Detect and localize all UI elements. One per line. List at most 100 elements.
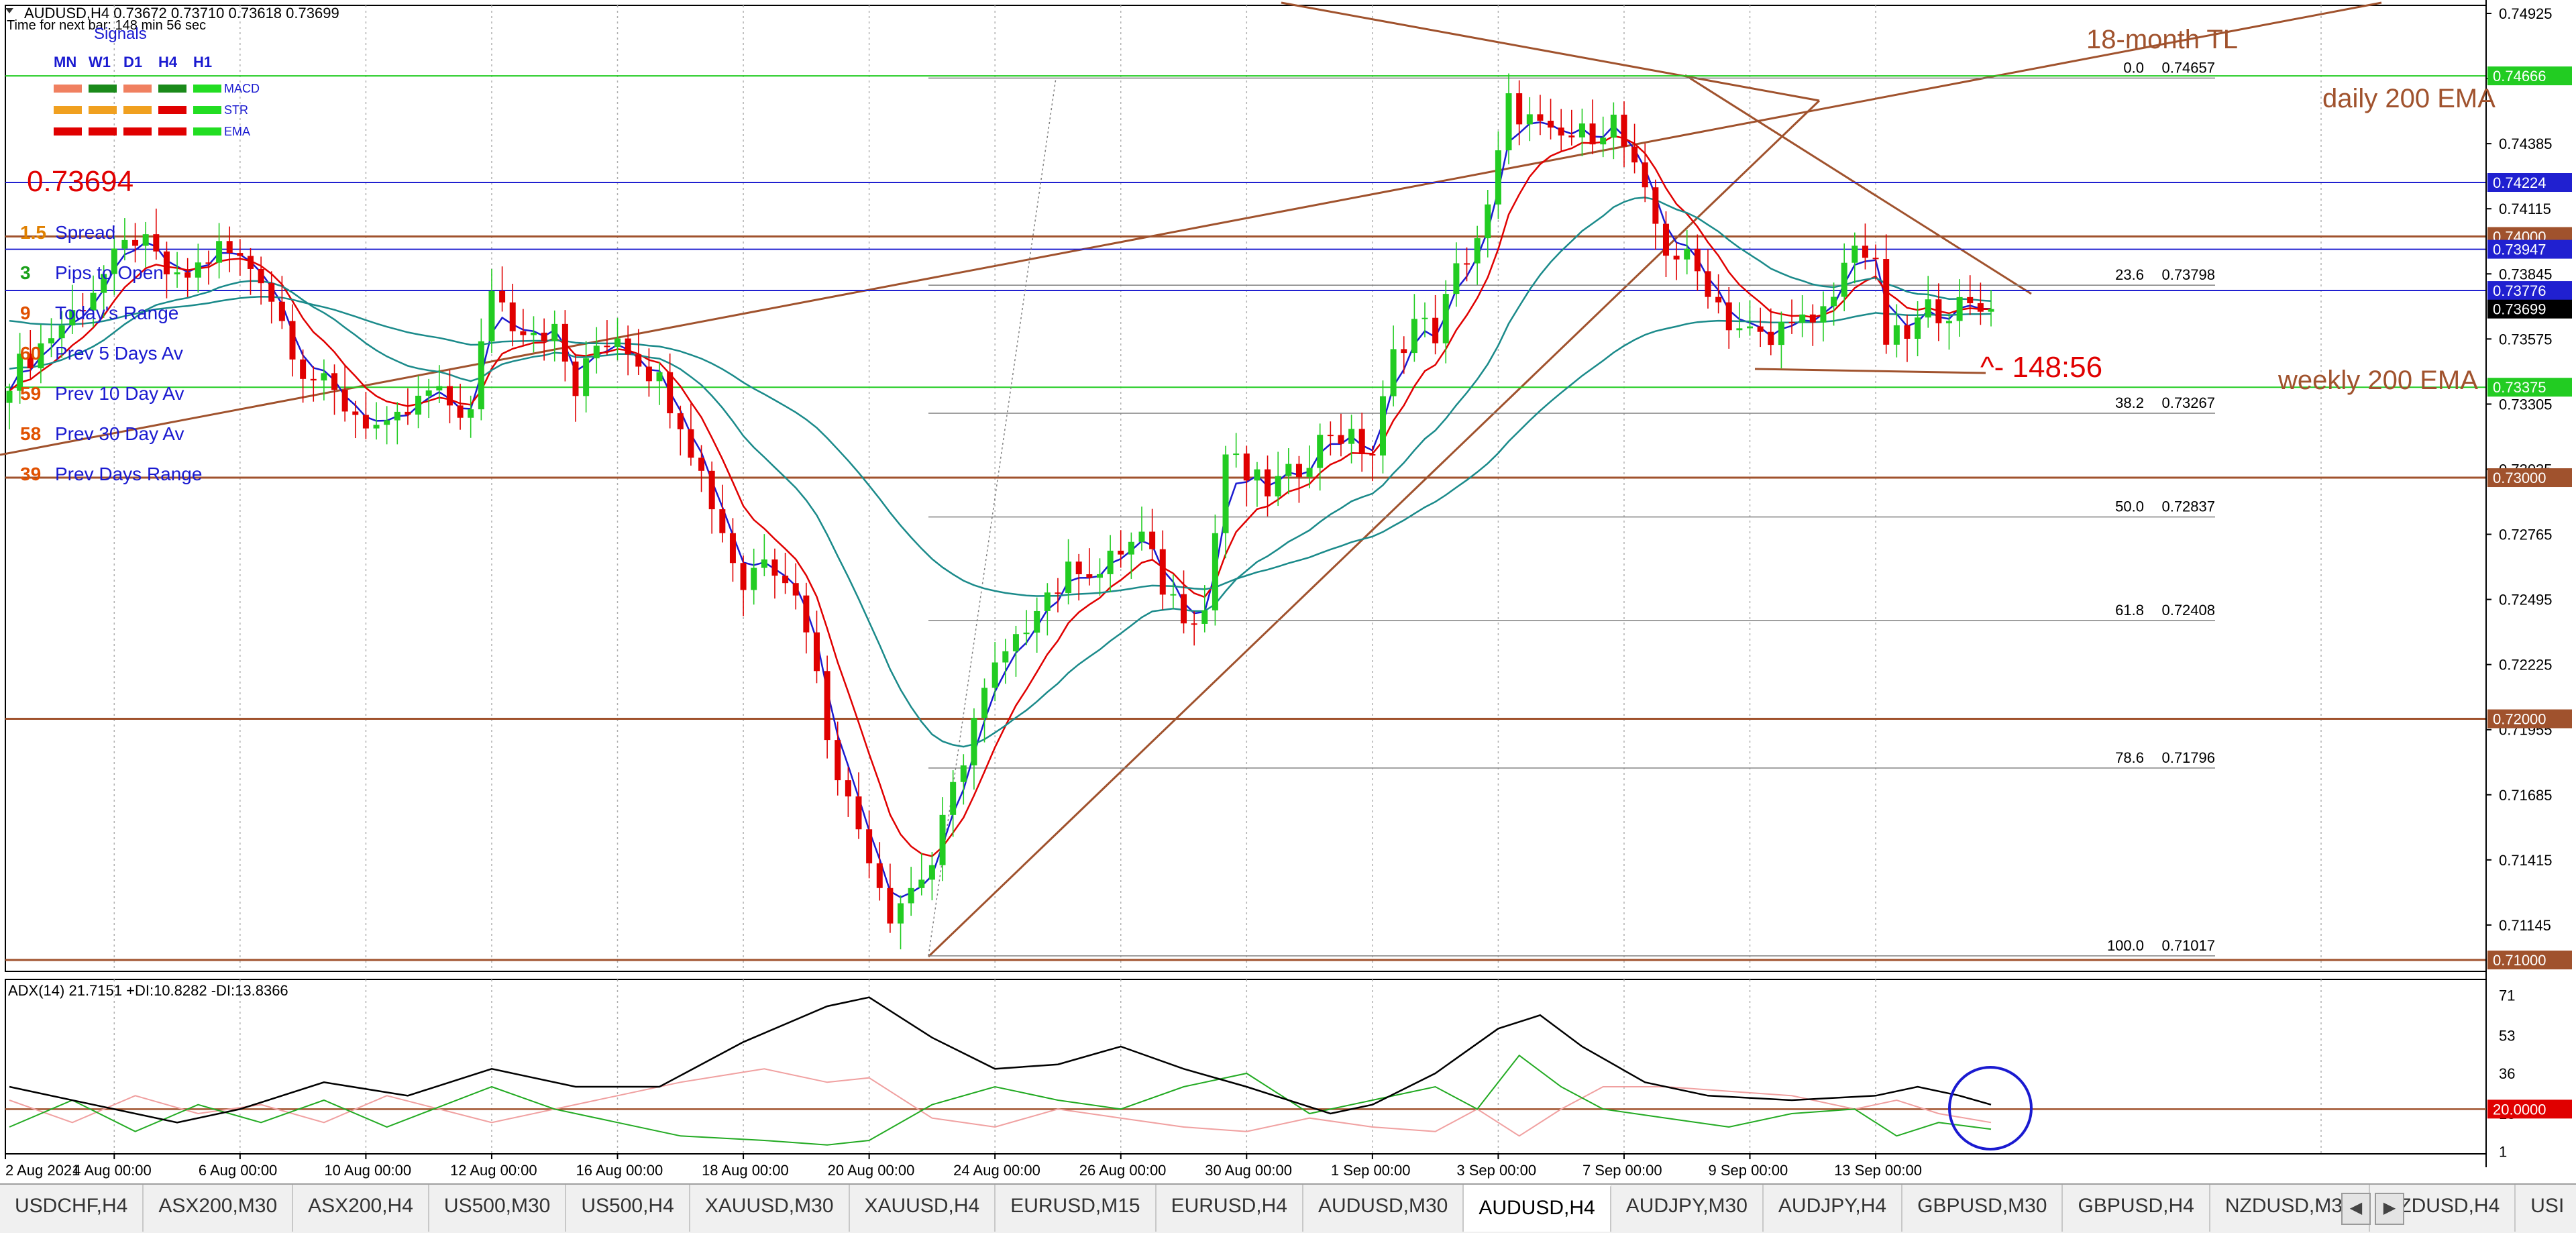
- trendline-resistance-lower: [1684, 74, 2032, 295]
- fib-price-label: 0.73267: [2161, 394, 2215, 411]
- time-tick-label: 2 Aug 2021: [5, 1162, 80, 1179]
- time-tick-label: 30 Aug 00:00: [1205, 1162, 1292, 1179]
- candle-body: [782, 576, 789, 584]
- time-tick-label: 16 Aug 00:00: [576, 1162, 663, 1179]
- candle-body: [1673, 256, 1680, 260]
- candle-body: [1358, 429, 1365, 455]
- signal-column-header: D1: [123, 54, 142, 70]
- candle-body: [1956, 297, 1963, 321]
- candle-body: [278, 301, 285, 321]
- candle-body: [1495, 150, 1501, 205]
- candle-body: [310, 378, 317, 381]
- scroll-right-button[interactable]: ▶: [2375, 1193, 2404, 1225]
- chart-background: [0, 0, 2576, 1183]
- candle-body: [142, 234, 149, 246]
- candle-body: [1945, 321, 1952, 323]
- candle-body: [499, 290, 506, 303]
- chart-tab[interactable]: ASX200,M30: [144, 1185, 294, 1232]
- candle-body: [1149, 531, 1156, 549]
- candle-body: [352, 411, 359, 415]
- chart-tab[interactable]: US500,H4: [566, 1185, 690, 1232]
- signal-cell: [193, 85, 221, 93]
- fib-level-label: 0.0: [2123, 59, 2144, 76]
- candle-body: [1002, 651, 1009, 663]
- time-tick-label: 13 Sep 00:00: [1834, 1162, 1922, 1179]
- info-value: 39: [20, 464, 41, 484]
- candle-body: [866, 829, 873, 863]
- chart-tab[interactable]: XAUUSD,M30: [690, 1185, 850, 1232]
- chart-tab[interactable]: EURUSD,M15: [996, 1185, 1157, 1232]
- chart-tab[interactable]: AUDJPY,M30: [1611, 1185, 1764, 1232]
- candle-body: [1170, 594, 1177, 596]
- signal-cell: [89, 85, 117, 93]
- candle-body: [1432, 317, 1439, 343]
- chart-tab[interactable]: AUDUSD,H4: [1464, 1185, 1611, 1232]
- chart-tab[interactable]: XAUUSD,H4: [850, 1185, 996, 1232]
- candle-body: [1159, 549, 1166, 595]
- candle-body: [205, 262, 212, 264]
- candle-body: [604, 345, 610, 347]
- fib-level-label: 50.0: [2115, 498, 2144, 515]
- candle-body: [1212, 533, 1218, 610]
- signal-cell: [54, 85, 82, 93]
- candle-body: [1621, 114, 1627, 147]
- price-tick-label: 0.73305: [2499, 396, 2553, 413]
- signal-cell: [158, 106, 186, 114]
- price-level-tag-label: 0.73776: [2493, 282, 2546, 299]
- chart-tab[interactable]: AUDJPY,H4: [1764, 1185, 1903, 1232]
- candle-body: [1589, 123, 1596, 145]
- candle-body: [446, 386, 453, 406]
- candle-body: [1191, 623, 1197, 625]
- fib-anchor-line: [928, 78, 1057, 957]
- candle-body: [1820, 306, 1827, 323]
- scroll-left-button[interactable]: ◀: [2341, 1193, 2371, 1225]
- chart-tab[interactable]: GBPUSD,M30: [1902, 1185, 2063, 1232]
- candle-body: [184, 272, 191, 278]
- candle-body: [38, 343, 44, 368]
- fib-level-label: 23.6: [2115, 266, 2144, 283]
- price-tick-label: 0.72765: [2499, 527, 2553, 543]
- chart-tab[interactable]: EURUSD,H4: [1157, 1185, 1303, 1232]
- candle-body: [362, 415, 369, 429]
- info-label: Today's Range: [55, 303, 178, 323]
- candle-body: [530, 332, 537, 335]
- candle-body: [1369, 454, 1376, 456]
- current-price: 0.73694: [27, 165, 133, 198]
- chart-tab[interactable]: USDCHF,H4: [0, 1185, 144, 1232]
- price-axis[interactable]: 0.749250.746550.743850.741150.738450.735…: [2485, 0, 2572, 1167]
- candle-body: [1715, 297, 1722, 303]
- chart-tab[interactable]: GBPUSD,H4: [2063, 1185, 2210, 1232]
- candle-body: [1295, 464, 1302, 478]
- candle-body: [645, 366, 652, 382]
- price-tick-label: 0.74925: [2499, 5, 2553, 22]
- candle-body: [1778, 321, 1784, 345]
- info-value: 60: [20, 343, 41, 364]
- collapse-arrow-icon[interactable]: [5, 8, 13, 13]
- candle-body: [1915, 317, 1921, 339]
- fib-level-label: 38.2: [2115, 394, 2144, 411]
- chart-tab[interactable]: US500,M30: [429, 1185, 567, 1232]
- candle-body: [69, 310, 76, 326]
- candle-body: [153, 234, 160, 252]
- candle-body: [824, 671, 830, 741]
- price-tick-label: 0.73575: [2499, 331, 2553, 347]
- candle-body: [1107, 550, 1114, 574]
- candle-body: [468, 409, 474, 418]
- indicator-tick-label: 1: [2499, 1144, 2507, 1161]
- chart-tab[interactable]: USI: [2516, 1185, 2576, 1232]
- candle-body: [708, 470, 715, 510]
- chart-tab[interactable]: ASX200,H4: [293, 1185, 429, 1232]
- time-tick-label: 3 Sep 00:00: [1456, 1162, 1536, 1179]
- candle-body: [593, 345, 600, 359]
- candle-body: [1285, 464, 1292, 476]
- candle-body: [1988, 309, 1994, 312]
- candle-body: [1065, 561, 1072, 593]
- chart-tab[interactable]: AUDUSD,M30: [1303, 1185, 1464, 1232]
- candle-body: [991, 662, 998, 688]
- info-label: Prev 5 Days Av: [55, 343, 183, 364]
- signal-cell: [54, 106, 82, 114]
- candle-body: [1568, 135, 1575, 138]
- candle-body: [101, 274, 107, 293]
- candle-body: [457, 405, 464, 418]
